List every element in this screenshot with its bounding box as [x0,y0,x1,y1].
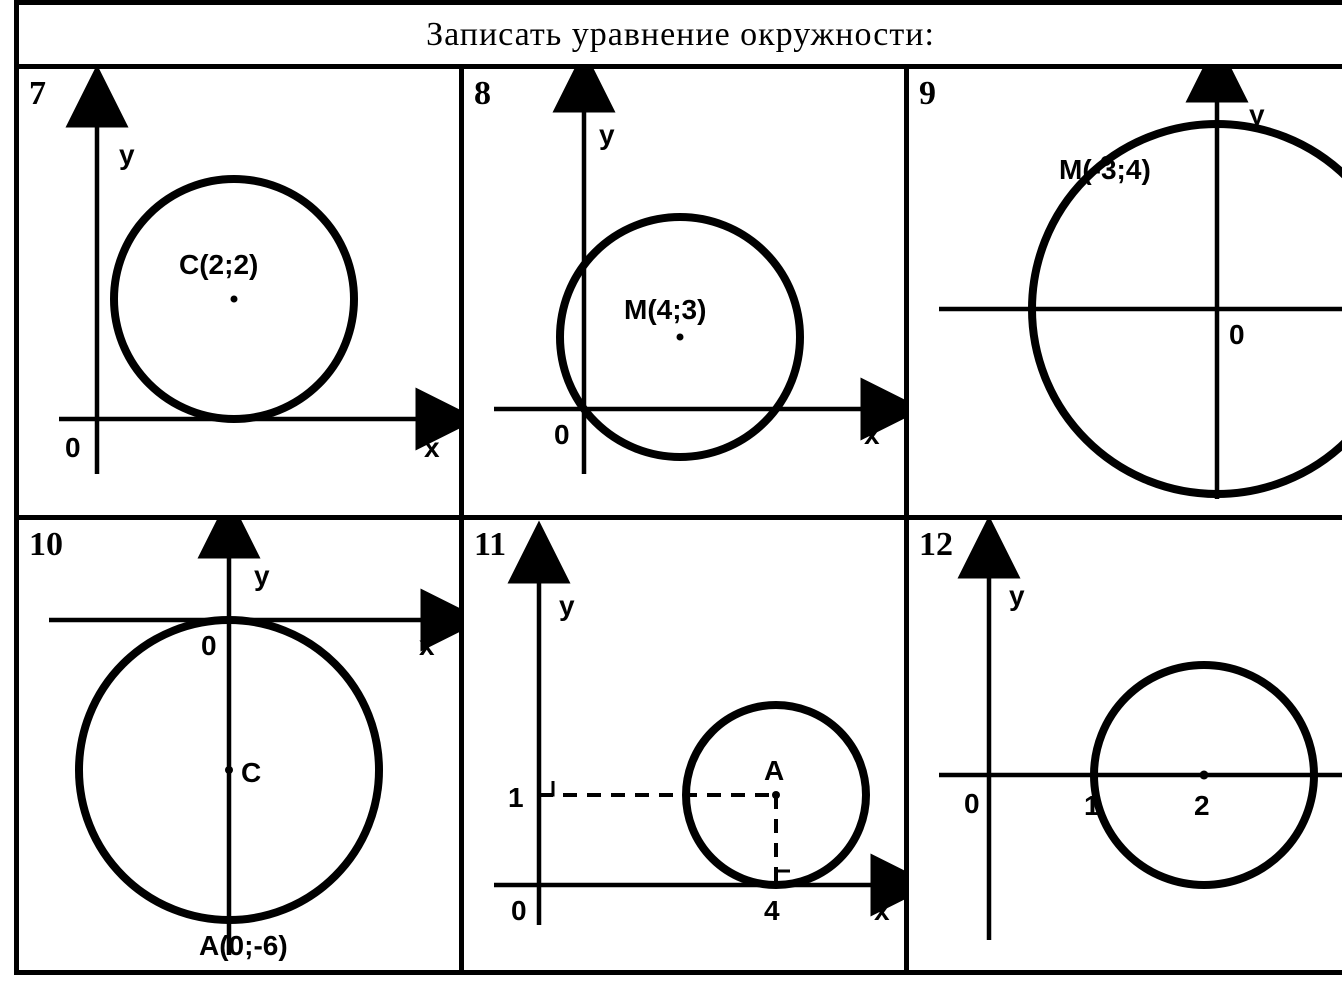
center-dot [772,791,780,799]
center-label: C(2;2) [179,249,258,280]
origin-label: 0 [554,419,570,450]
panel-10: 10 y x 0 C A(0;-6) [19,520,464,971]
center-dot [231,296,238,303]
x-label: x [419,630,435,661]
origin-label: 0 [201,630,217,661]
diagram-12: y 0 1 2 [909,520,1342,965]
tick-1-label: 1 [1084,790,1100,821]
diagram-8: y x 0 M(4;3) [464,69,904,514]
origin-label: 0 [511,895,527,926]
origin-label: 0 [1229,319,1245,350]
x-label: x [864,419,880,450]
tick-y: 1 [508,782,524,813]
x-label: x [424,432,440,463]
panel-8: 8 y x 0 M(4;3) [464,69,909,520]
y-label: y [1249,99,1265,130]
panel-grid: 7 y x 0 C(2 [19,69,1342,970]
diagram-11: y x 0 1 4 A [464,520,904,965]
y-label: y [119,139,135,170]
y-label: y [599,119,615,150]
diagram-9: y 0 M(-3;4) [909,69,1342,514]
tick-2-label: 2 [1194,790,1210,821]
panel-12: 12 y 0 1 2 [909,520,1342,971]
center-label: M(4;3) [624,294,706,325]
panel-9: 9 y 0 M(-3;4) [909,69,1342,520]
center-label: C [241,757,261,788]
page: Записать уравнение окружности: 7 [0,0,1342,999]
panel-number: 9 [919,75,936,113]
panel-number: 10 [29,526,63,564]
panel-number: 8 [474,75,491,113]
panel-number: 11 [474,526,506,564]
panel-7: 7 y x 0 C(2 [19,69,464,520]
point-label: A(0;-6) [199,930,288,961]
worksheet-border: Записать уравнение окружности: 7 [14,0,1342,975]
panel-number: 7 [29,75,46,113]
page-title: Записать уравнение окружности: [426,16,935,54]
center-dot [1200,770,1209,779]
center-dot [677,334,684,341]
diagram-10: y x 0 C A(0;-6) [19,520,459,965]
y-label: y [559,590,575,621]
point-label: M(-3;4) [1059,154,1151,185]
center-dot [225,766,233,774]
center-label: A [764,755,784,786]
tick-x: 4 [764,895,780,926]
diagram-7: y x 0 C(2;2) [19,69,459,514]
origin-label: 0 [65,432,81,463]
y-label: y [254,560,270,591]
origin-label: 0 [964,788,980,819]
panel-11: 11 y x 0 1 4 [464,520,909,971]
panel-number: 12 [919,526,953,564]
title-row: Записать уравнение окружности: [19,5,1342,69]
y-label: y [1009,580,1025,611]
x-label: x [874,895,890,926]
